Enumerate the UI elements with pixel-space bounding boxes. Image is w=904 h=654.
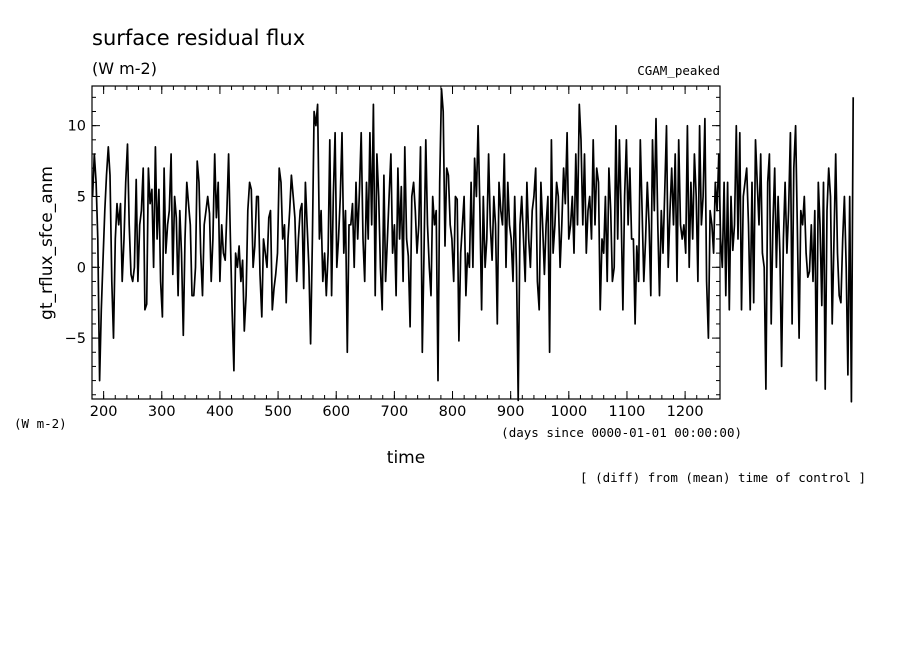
- experiment-label: CGAM_peaked: [637, 63, 720, 78]
- x-tick-label: 600: [322, 404, 350, 420]
- tick-marks: [91, 86, 721, 399]
- y-tick-labels: −5 0 5 10: [65, 119, 86, 347]
- x-tick-label: 400: [206, 404, 234, 420]
- series-layer: [91, 87, 855, 403]
- x-tick-label: 200: [90, 404, 118, 420]
- plot-frame: [91, 85, 721, 400]
- x-tick-label: 700: [381, 404, 409, 420]
- y-tick-label: 0: [77, 260, 86, 276]
- y-axis-units: (W m-2): [14, 416, 67, 431]
- y-axis-title: gt_rflux_sfce_anm: [37, 166, 57, 320]
- x-tick-label: 1000: [550, 404, 587, 420]
- x-tick-label: 500: [264, 404, 292, 420]
- y-tick-label: 10: [68, 119, 86, 135]
- series-line: [91, 87, 855, 403]
- chart-units: (W m-2): [92, 59, 157, 78]
- x-tick-label: 1100: [609, 404, 646, 420]
- y-tick-label: 5: [77, 189, 86, 205]
- x-tick-label: 900: [497, 404, 525, 420]
- x-axis-title: time: [387, 448, 425, 468]
- x-axis-units: (days since 0000-01-01 00:00:00): [501, 425, 742, 440]
- x-tick-labels: 200 300 400 500 600 700 800 900 1000 1100 1200: [90, 404, 704, 420]
- chart-title: surface residual flux: [92, 26, 305, 50]
- footnote: [ (diff) from (mean) time of control ]: [580, 470, 866, 485]
- x-tick-label: 800: [439, 404, 467, 420]
- x-tick-label: 300: [148, 404, 176, 420]
- y-tick-label: −5: [65, 331, 86, 347]
- x-tick-label: 1200: [667, 404, 704, 420]
